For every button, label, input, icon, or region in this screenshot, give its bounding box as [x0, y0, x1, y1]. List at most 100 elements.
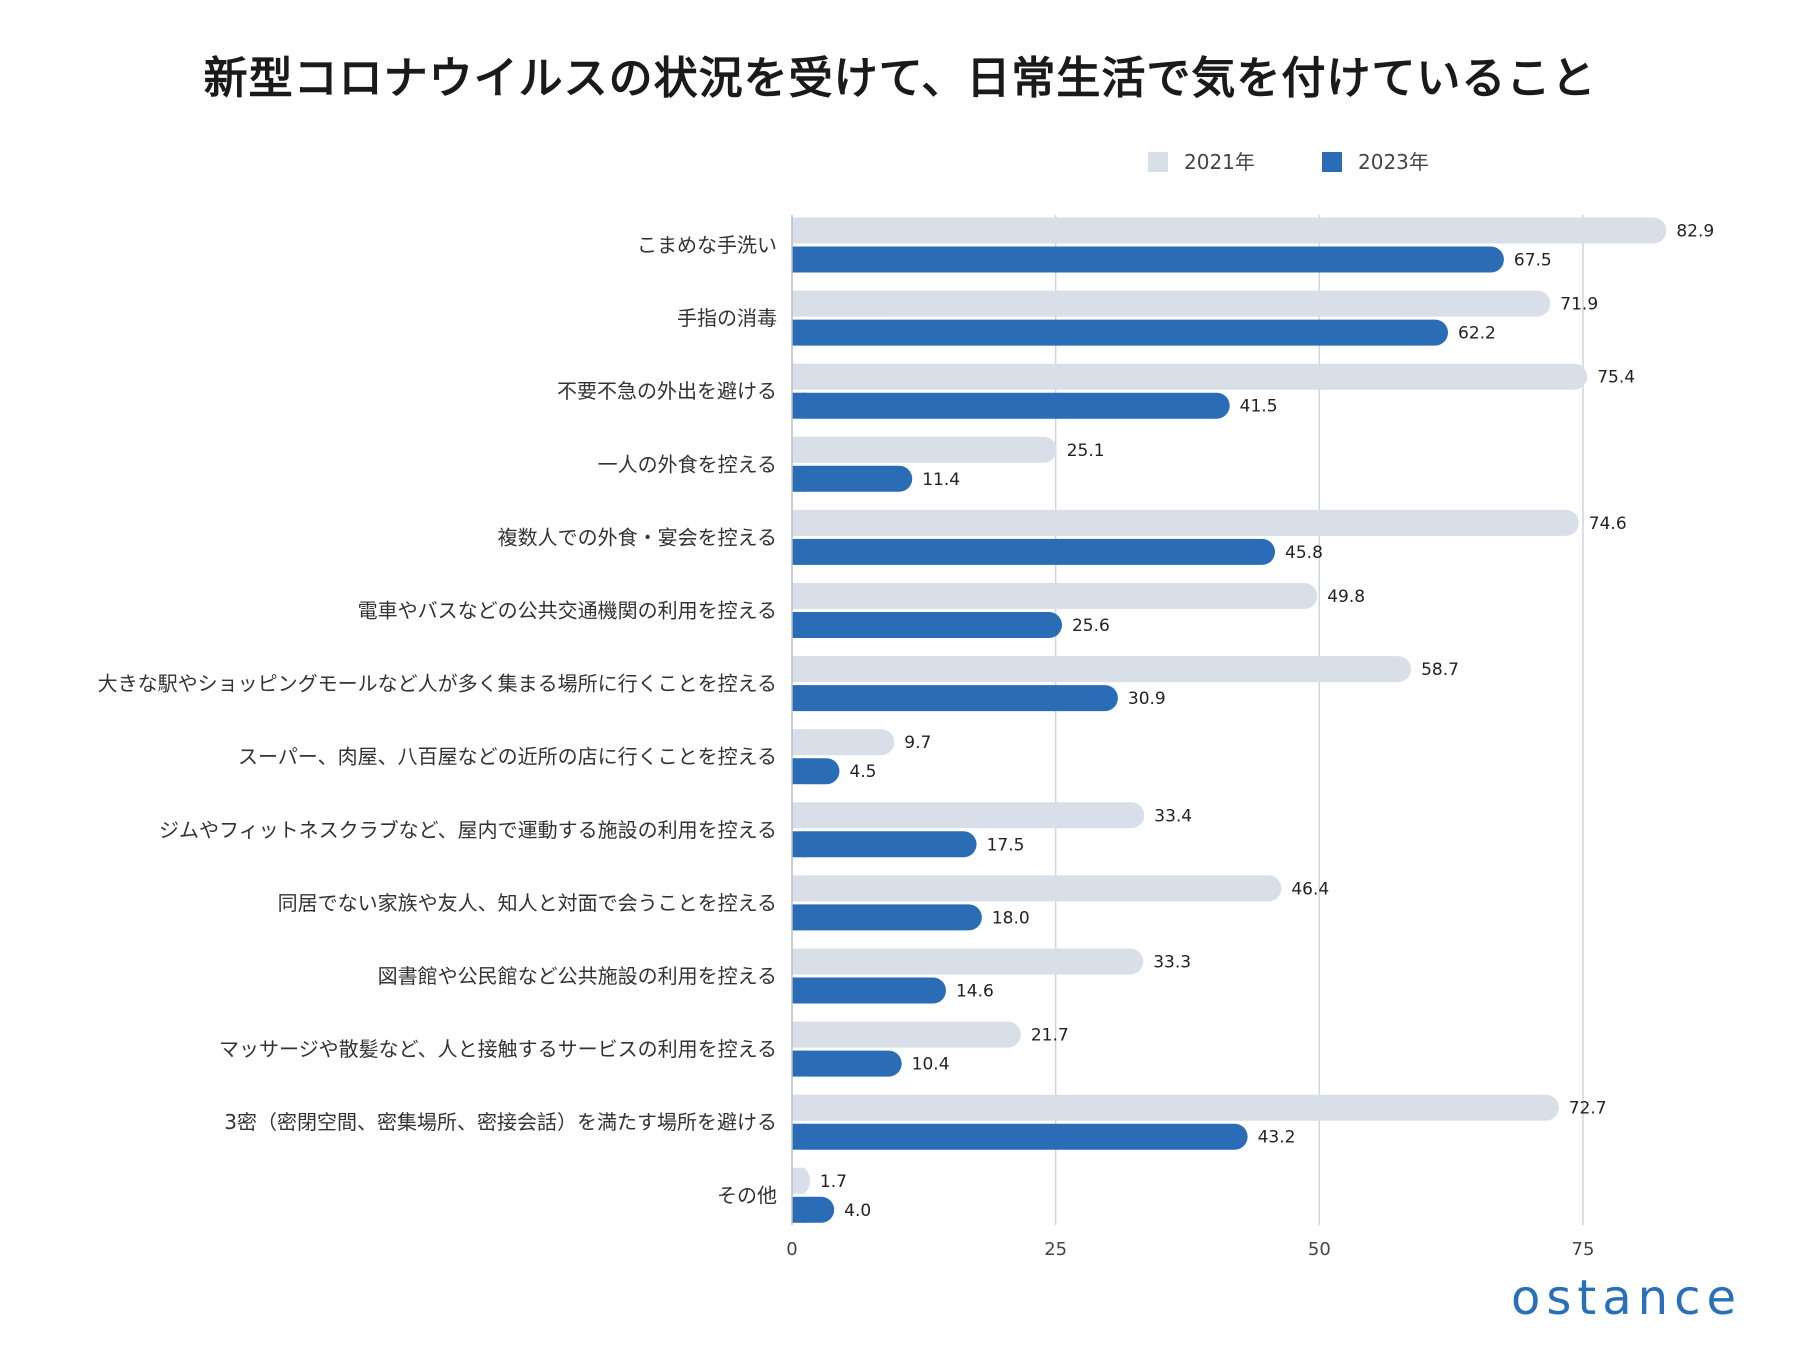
- value-label-2021: 33.4: [1154, 806, 1192, 826]
- bar-2023-base: [792, 904, 805, 931]
- bar-2023-base: [792, 538, 805, 565]
- brand-logo: ostance: [1511, 1270, 1742, 1326]
- value-label-2021: 72.7: [1569, 1099, 1607, 1119]
- bar-2021-base: [792, 802, 805, 829]
- value-label-2021: 58.7: [1421, 660, 1459, 680]
- value-label-2023: 11.4: [922, 470, 960, 490]
- bar-2021: [792, 656, 1412, 683]
- bar-2021-base: [792, 1094, 805, 1121]
- category-label: 不要不急の外出を避ける: [557, 379, 777, 403]
- bar-2021: [792, 509, 1579, 536]
- bar-2021: [792, 217, 1667, 244]
- value-label-2023: 45.8: [1285, 543, 1323, 563]
- value-label-2021: 82.9: [1676, 222, 1714, 242]
- bar-2021-base: [792, 436, 805, 463]
- bar-2021-base: [792, 583, 805, 609]
- bar-2023: [792, 246, 1504, 273]
- value-label-2021: 49.8: [1327, 587, 1365, 607]
- bar-2021-base: [792, 509, 805, 536]
- bar-2023-base: [792, 831, 805, 858]
- bar-2021: [792, 290, 1551, 317]
- category-label: 3密（密閉空間、密集場所、密接会話）を満たす場所を避ける: [224, 1110, 777, 1134]
- bar-2021: [792, 583, 1318, 609]
- x-tick-label-75: 75: [1572, 1239, 1595, 1260]
- value-label-2023: 4.5: [849, 762, 876, 782]
- category-label: ジムやフィットネスクラブなど、屋内で運動する施設の利用を控える: [159, 818, 777, 842]
- value-label-2021: 33.3: [1153, 953, 1191, 973]
- bar-2023: [792, 538, 1276, 565]
- value-label-2021: 71.9: [1560, 295, 1598, 315]
- bar-2021-base: [792, 875, 805, 902]
- value-label-2021: 9.7: [904, 733, 931, 753]
- value-label-2023: 17.5: [987, 835, 1025, 855]
- bar-2023-base: [792, 977, 805, 1004]
- bar-2023: [792, 612, 1062, 638]
- bar-2023-base: [792, 465, 805, 492]
- bar-2021-base: [792, 1167, 805, 1194]
- category-label: スーパー、肉屋、八百屋などの近所の店に行くことを控える: [238, 745, 777, 769]
- bar-2021-base: [792, 948, 805, 975]
- value-label-2023: 30.9: [1128, 689, 1166, 709]
- bar-2023: [792, 465, 913, 492]
- bar-2021: [792, 363, 1588, 390]
- bar-2023-base: [792, 1050, 805, 1077]
- value-label-2021: 75.4: [1597, 368, 1635, 388]
- bar-2021-base: [792, 729, 805, 756]
- bar-2023: [792, 977, 946, 1004]
- value-label-2023: 25.6: [1072, 616, 1110, 636]
- bar-2021-base: [792, 656, 805, 683]
- bar-2023: [792, 1123, 1248, 1150]
- value-label-2023: 62.2: [1458, 324, 1496, 344]
- x-tick-label-50: 50: [1308, 1239, 1331, 1260]
- value-label-2021: 74.6: [1589, 514, 1627, 534]
- legend-swatch-2023: [1322, 152, 1342, 172]
- bar-2023-base: [792, 1123, 805, 1150]
- bar-2023-base: [792, 246, 805, 273]
- bar-2023-base: [792, 392, 805, 419]
- value-label-2023: 10.4: [912, 1055, 950, 1075]
- bar-2021: [792, 436, 1057, 463]
- category-label: マッサージや散髪など、人と接触するサービスの利用を控える: [219, 1037, 777, 1061]
- bar-2023: [792, 319, 1449, 346]
- bar-2023: [792, 904, 982, 931]
- value-label-2021: 46.4: [1291, 879, 1329, 899]
- bar-2021: [792, 1094, 1559, 1121]
- bar-2023: [792, 831, 977, 858]
- category-label: 手指の消毒: [677, 306, 777, 330]
- value-label-2021: 25.1: [1067, 441, 1105, 461]
- value-label-2021: 21.7: [1031, 1026, 1069, 1046]
- bar-2021: [792, 802, 1145, 829]
- bar-2023-base: [792, 758, 805, 785]
- category-label: 一人の外食を控える: [598, 452, 777, 476]
- bar-2021: [792, 948, 1144, 975]
- category-label: その他: [717, 1183, 777, 1207]
- bar-2023-base: [792, 1196, 805, 1223]
- legend-label-2021: 2021年: [1184, 150, 1255, 174]
- x-tick-label-0: 0: [786, 1239, 797, 1260]
- x-tick-label-25: 25: [1044, 1239, 1067, 1260]
- value-label-2023: 43.2: [1258, 1128, 1296, 1148]
- bar-2023: [792, 685, 1118, 712]
- bar-2021: [792, 875, 1282, 902]
- bar-2021-base: [792, 290, 805, 317]
- category-label: 複数人での外食・宴会を控える: [498, 525, 777, 549]
- legend-swatch-2021: [1148, 152, 1168, 172]
- bar-2021: [792, 729, 895, 756]
- value-label-2023: 14.6: [956, 982, 994, 1002]
- legend-label-2023: 2023年: [1358, 150, 1429, 174]
- value-label-2021: 1.7: [820, 1172, 847, 1192]
- bar-2023-base: [792, 612, 805, 638]
- category-label: 電車やバスなどの公共交通機関の利用を控える: [358, 599, 777, 623]
- bar-2021-base: [792, 217, 805, 244]
- value-label-2023: 18.0: [992, 908, 1030, 928]
- bar-2021: [792, 1021, 1021, 1048]
- category-label: 同居でない家族や友人、知人と対面で会うことを控える: [278, 891, 777, 915]
- category-label: 図書館や公民館など公共施設の利用を控える: [378, 964, 777, 988]
- bar-2023: [792, 392, 1230, 419]
- category-label: こまめな手洗い: [637, 233, 777, 257]
- bar-2021-base: [792, 1021, 805, 1048]
- bar-2023: [792, 1050, 902, 1077]
- value-label-2023: 41.5: [1240, 397, 1278, 417]
